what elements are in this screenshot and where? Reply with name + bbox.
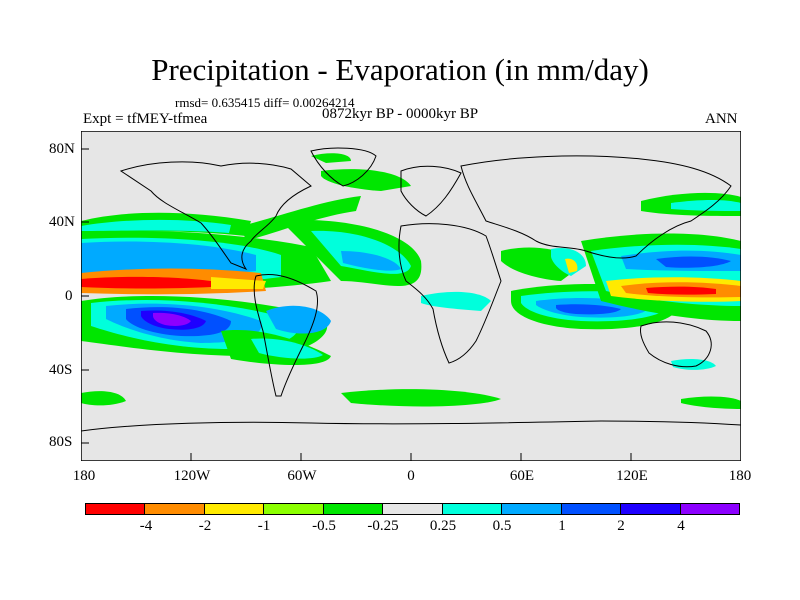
southern-ocean-green-mid [341, 389, 501, 407]
maritime-continent-red [646, 286, 716, 295]
colorbar-label: 0.5 [492, 518, 512, 534]
colorbar-label: 0.25 [429, 518, 457, 534]
greenland-green [311, 153, 351, 163]
x-tick-label-180e: 180 [728, 468, 752, 484]
period-label: 0872kyr BP - 0000kyr BP [322, 106, 479, 122]
field-contours [81, 153, 741, 409]
south-atlantic-cyan [251, 338, 323, 359]
x-tick-label-120e: 120E [616, 468, 648, 484]
atlantic-itcz-blue [341, 251, 401, 271]
y-tick-label-0: 0 [65, 288, 73, 304]
plot-title: Precipitation - Evaporation (in mm/day) [151, 52, 649, 87]
southern-ocean-green-east [681, 396, 741, 409]
colorbar-box [382, 503, 443, 515]
x-tick-label-60w: 60W [287, 468, 317, 484]
colorbar-box [85, 503, 146, 515]
world-map-plot [81, 131, 741, 461]
sahel-cyan [421, 291, 491, 311]
coastlines [81, 147, 741, 432]
africa-outline [398, 223, 502, 364]
south-pacific-purple [153, 312, 191, 326]
gulf-stream-green [241, 196, 361, 241]
colorbar-label: 2 [617, 518, 625, 534]
pacific-itcz-blue [81, 241, 256, 277]
colorbar-box [203, 503, 265, 515]
colorbar-label: -2 [198, 518, 212, 534]
experiment-label: Expt = tfMEY-tfmea [83, 111, 208, 127]
x-tick-label-0: 0 [407, 468, 415, 484]
rmsd-diff-stats: rmsd= 0.635415 diff= 0.00264214 [175, 95, 355, 110]
nw-pacific-cyan [671, 200, 741, 211]
colorbar-label: -0.5 [312, 518, 336, 534]
pacific-itcz-yellow [211, 277, 266, 289]
colorbar-box [441, 503, 503, 515]
asia-outline [460, 155, 732, 259]
colorbar-box [560, 503, 622, 515]
indian-ocean-darkblue [556, 304, 621, 315]
colorbar-label: -1 [257, 518, 271, 534]
colorbar-label: 1 [558, 518, 566, 534]
europe-outline [400, 165, 462, 217]
west-pacific-darkblue [656, 256, 731, 268]
map-frame [81, 131, 741, 461]
colorbar-label: -4 [139, 518, 153, 534]
colorbar-box [322, 503, 384, 515]
colorbar-box [263, 503, 324, 515]
colorbar-box [620, 503, 681, 515]
y-tick-label-80s: 80S [49, 434, 73, 450]
colorbar-label: 4 [677, 518, 685, 534]
y-tick-label-40n: 40N [49, 214, 75, 230]
colorbar-box [501, 503, 562, 515]
colorbar-box [679, 503, 740, 515]
southern-ocean-green-west [81, 391, 126, 406]
pacific-itcz-red [81, 276, 211, 289]
colorbar [85, 503, 740, 515]
india-yellow [565, 258, 578, 273]
greenland-outline [310, 147, 377, 187]
north-pacific-cyan [81, 219, 231, 233]
y-tick-label-80n: 80N [49, 141, 75, 157]
x-tick-label-180w: 180 [72, 468, 96, 484]
colorbar-label: -0.25 [367, 518, 399, 534]
australia-south-cyan [671, 358, 716, 370]
amazon-blue [266, 305, 331, 334]
colorbar-box [144, 503, 205, 515]
y-tick-label-40s: 40S [49, 362, 73, 378]
australia-outline [640, 321, 712, 368]
season-label: ANN [705, 111, 738, 127]
north-america-outline [119, 161, 312, 271]
x-tick-label-60e: 60E [509, 468, 535, 484]
antarctica-outline [81, 420, 741, 432]
south-america-outline [253, 273, 318, 397]
x-tick-label-120w: 120W [173, 468, 211, 484]
